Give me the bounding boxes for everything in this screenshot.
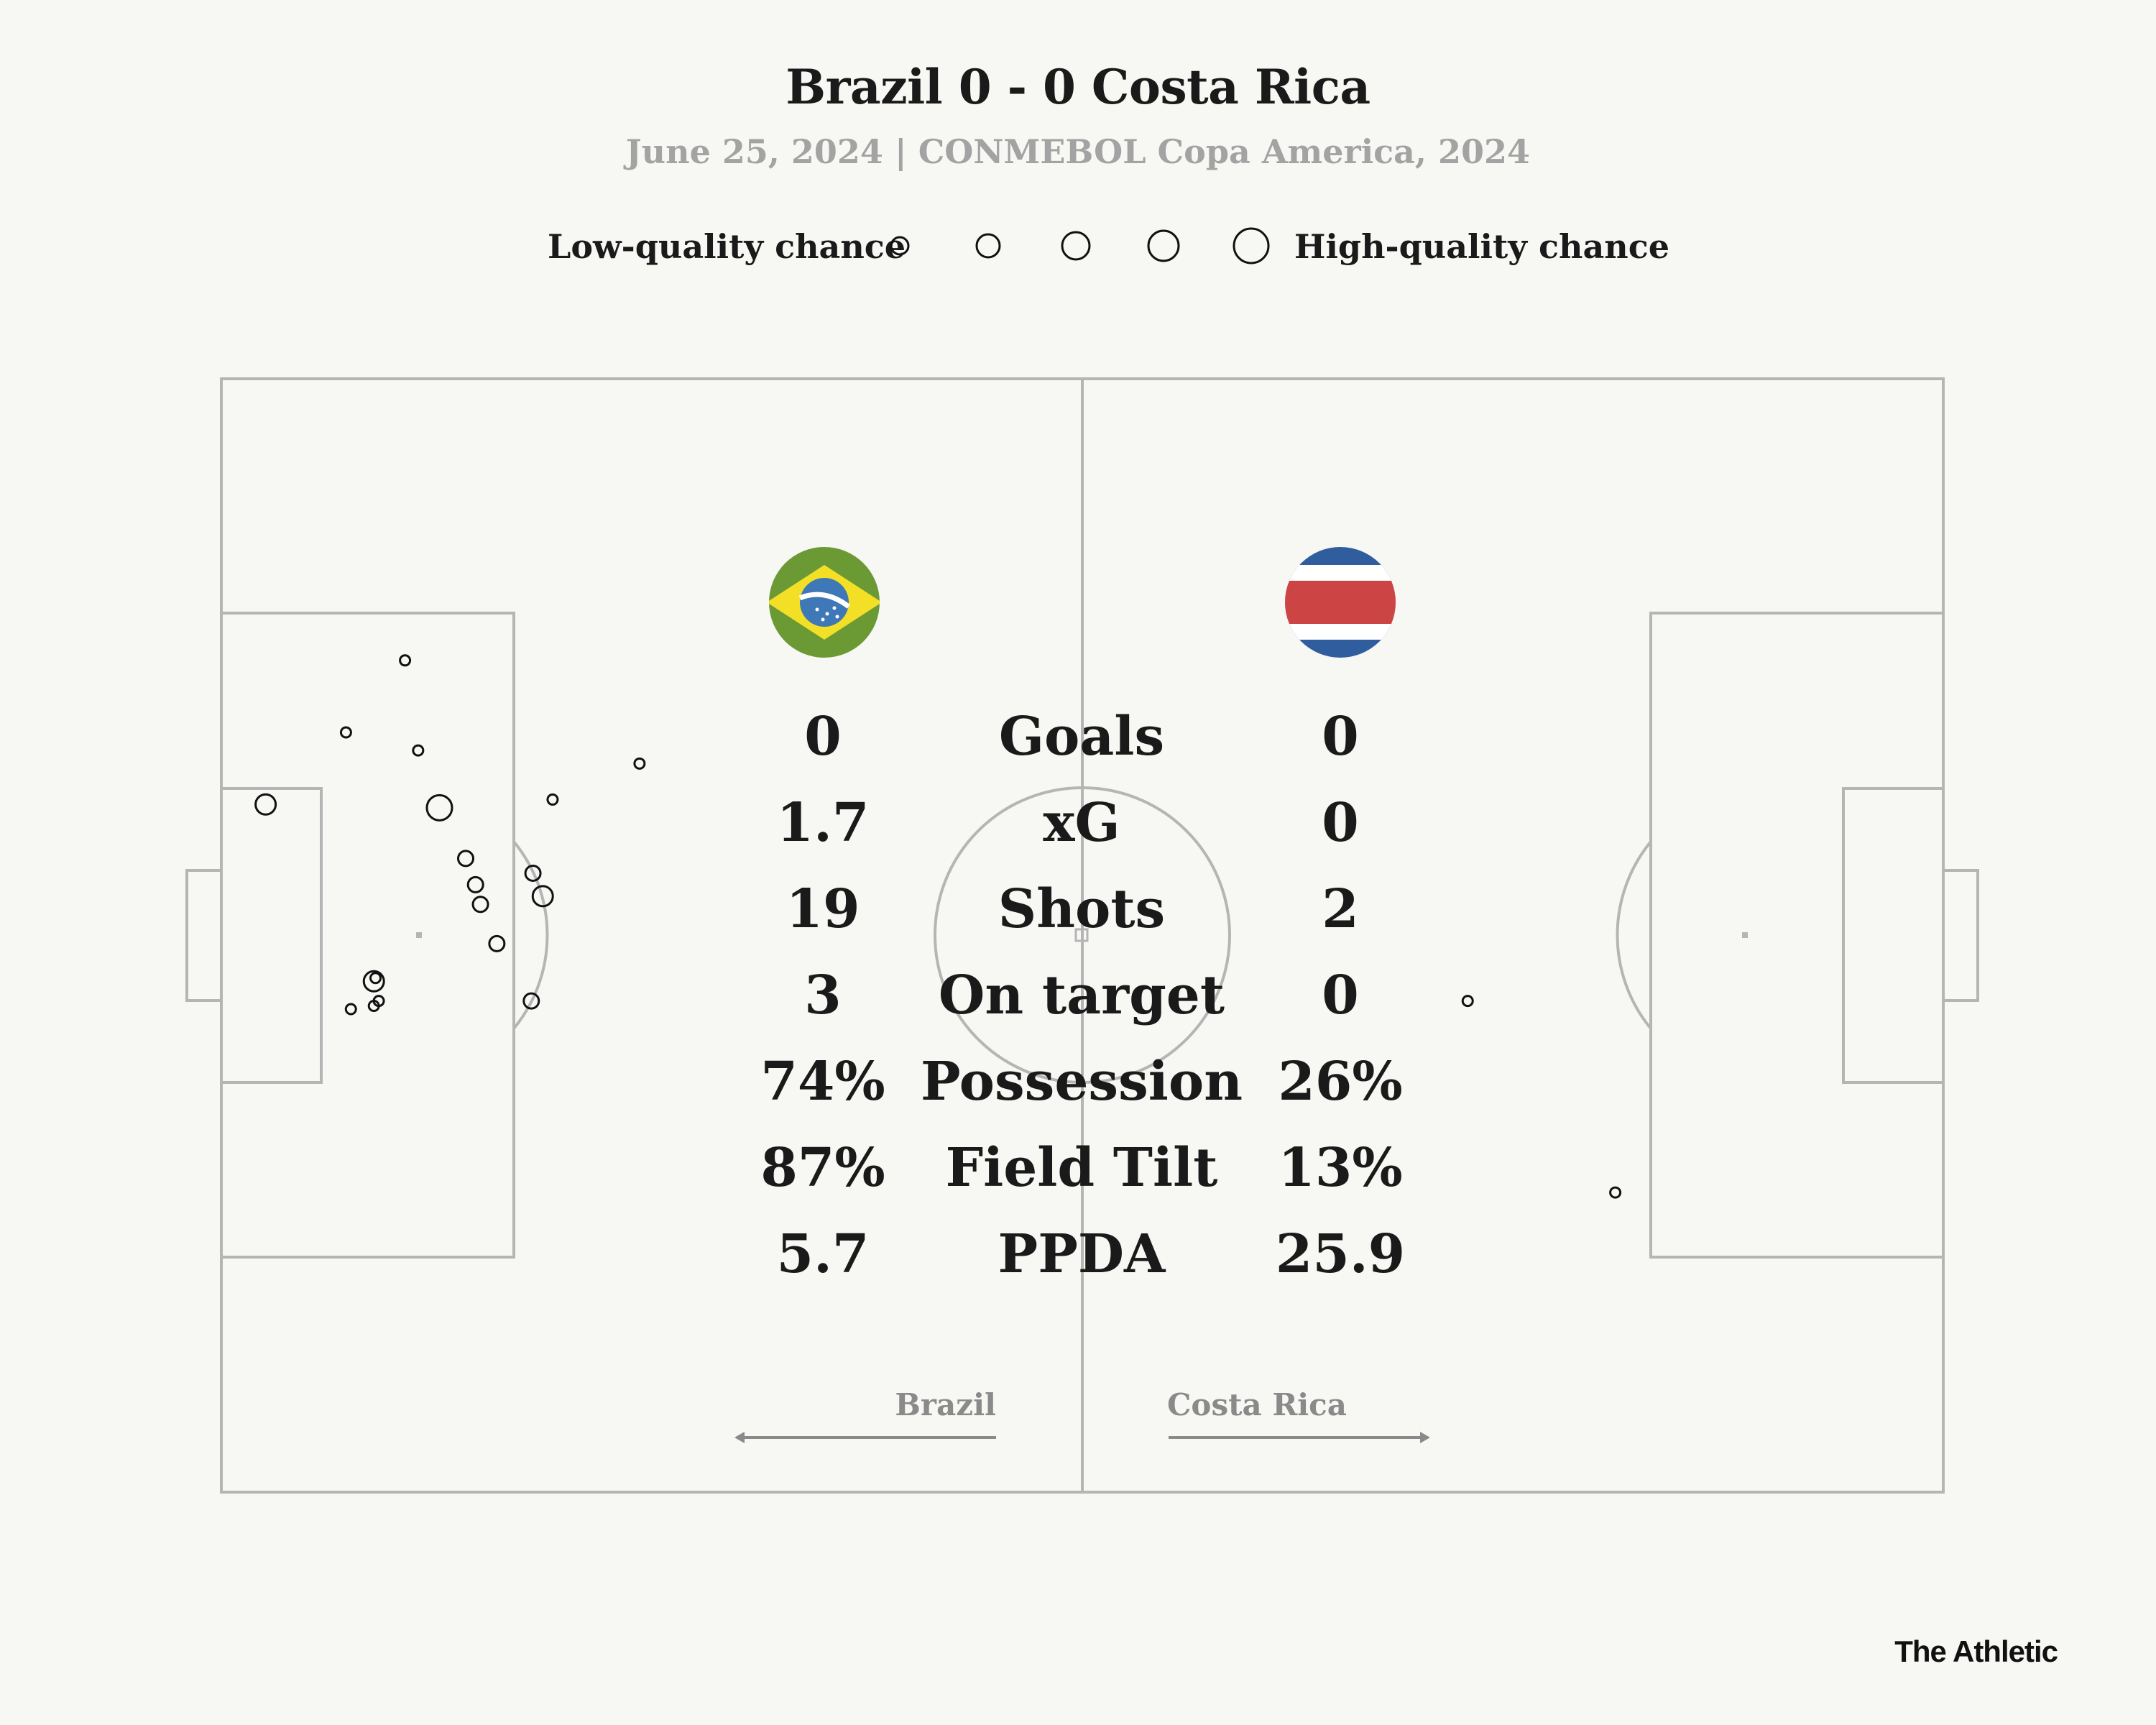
legend-size-3 bbox=[1061, 231, 1091, 261]
legend-size-1 bbox=[890, 236, 910, 256]
stat-value-brazil: 74% bbox=[760, 1051, 885, 1113]
shot-marker-brazil bbox=[254, 793, 277, 816]
stat-value-costa-rica: 0 bbox=[1322, 965, 1359, 1026]
shot-marker-brazil bbox=[425, 794, 453, 822]
stat-value-brazil: 3 bbox=[804, 965, 842, 1026]
stat-value-costa-rica: 0 bbox=[1322, 792, 1359, 854]
stat-value-brazil: 87% bbox=[760, 1137, 885, 1199]
shot-marker-brazil bbox=[344, 1003, 357, 1016]
stat-label: On target bbox=[938, 965, 1225, 1026]
shot-marker-brazil bbox=[522, 992, 540, 1010]
stat-label: Possession bbox=[920, 1051, 1243, 1113]
stat-value-costa-rica: 26% bbox=[1278, 1051, 1403, 1113]
the-athletic-logo: The Athletic bbox=[1894, 1634, 2058, 1668]
stat-label: Shots bbox=[998, 878, 1166, 940]
right-penalty-arc bbox=[1616, 840, 1652, 1030]
costa-rica-direction-label: Costa Rica bbox=[1167, 1387, 1347, 1422]
left-penalty-spot bbox=[416, 932, 422, 938]
shot-marker-brazil bbox=[531, 885, 554, 908]
center-spot bbox=[1074, 928, 1089, 942]
shot-marker-brazil bbox=[524, 864, 542, 882]
stat-value-brazil: 0 bbox=[804, 706, 842, 768]
left-penalty-arc bbox=[512, 840, 549, 1030]
chance-quality-legend bbox=[890, 227, 1270, 264]
stat-value-costa-rica: 2 bbox=[1322, 878, 1359, 940]
right-penalty-spot bbox=[1742, 932, 1748, 938]
right-six-yard-box bbox=[1842, 787, 1945, 1084]
shot-marker-brazil bbox=[369, 972, 382, 985]
chart-title: Brazil 0 - 0 Costa Rica bbox=[786, 59, 1370, 115]
shot-marker-brazil bbox=[372, 995, 385, 1008]
left-six-yard-box bbox=[220, 787, 323, 1084]
shots-layer bbox=[254, 654, 1622, 1199]
costa-rica-arrow-head bbox=[1420, 1432, 1430, 1443]
shot-marker-brazil bbox=[457, 850, 475, 868]
left-goal bbox=[185, 869, 223, 1002]
shot-marker-costa-rica bbox=[1609, 1186, 1622, 1199]
right-penalty-box bbox=[1649, 612, 1945, 1259]
stat-value-brazil: 19 bbox=[786, 878, 860, 940]
pitch-lines bbox=[185, 377, 1979, 1494]
direction-arrows bbox=[734, 1432, 1430, 1443]
stat-value-brazil: 1.7 bbox=[776, 792, 870, 854]
shot-marker-brazil bbox=[471, 896, 489, 914]
brazil-arrow-head bbox=[734, 1432, 745, 1443]
stat-label: Field Tilt bbox=[945, 1137, 1218, 1199]
right-goal bbox=[1942, 869, 1979, 1002]
brazil-flag-icon bbox=[769, 547, 880, 658]
shot-marker-brazil bbox=[339, 726, 352, 739]
stat-value-brazil: 5.7 bbox=[776, 1223, 870, 1285]
stat-value-costa-rica: 13% bbox=[1278, 1137, 1403, 1199]
shot-marker-brazil bbox=[399, 654, 412, 667]
brazil-direction-label: Brazil bbox=[895, 1387, 996, 1422]
shot-marker-brazil bbox=[488, 934, 506, 952]
shot-marker-costa-rica bbox=[1461, 995, 1474, 1008]
legend-high-quality-label: High-quality chance bbox=[1294, 227, 1669, 266]
shot-marker-brazil bbox=[633, 757, 646, 770]
stat-label: PPDA bbox=[998, 1223, 1166, 1285]
stat-label: Goals bbox=[998, 706, 1165, 768]
shot-marker-brazil bbox=[362, 970, 385, 993]
legend-size-2 bbox=[975, 233, 1001, 259]
costa-rica-flag-icon bbox=[1285, 547, 1396, 658]
center-circle bbox=[934, 786, 1231, 1084]
shot-marker-brazil bbox=[546, 793, 559, 806]
shot-marker-brazil bbox=[412, 744, 425, 757]
stat-label: xG bbox=[1043, 792, 1120, 854]
legend-low-quality-label: Low-quality chance bbox=[548, 227, 906, 266]
left-penalty-box bbox=[220, 612, 515, 1259]
stat-value-costa-rica: 25.9 bbox=[1275, 1223, 1406, 1285]
chart-subtitle: June 25, 2024 | CONMEBOL Copa America, 2… bbox=[625, 132, 1531, 171]
shot-marker-brazil bbox=[466, 875, 484, 893]
legend-size-4 bbox=[1147, 229, 1180, 262]
stat-value-costa-rica: 0 bbox=[1322, 706, 1359, 768]
legend-size-5 bbox=[1233, 227, 1270, 264]
